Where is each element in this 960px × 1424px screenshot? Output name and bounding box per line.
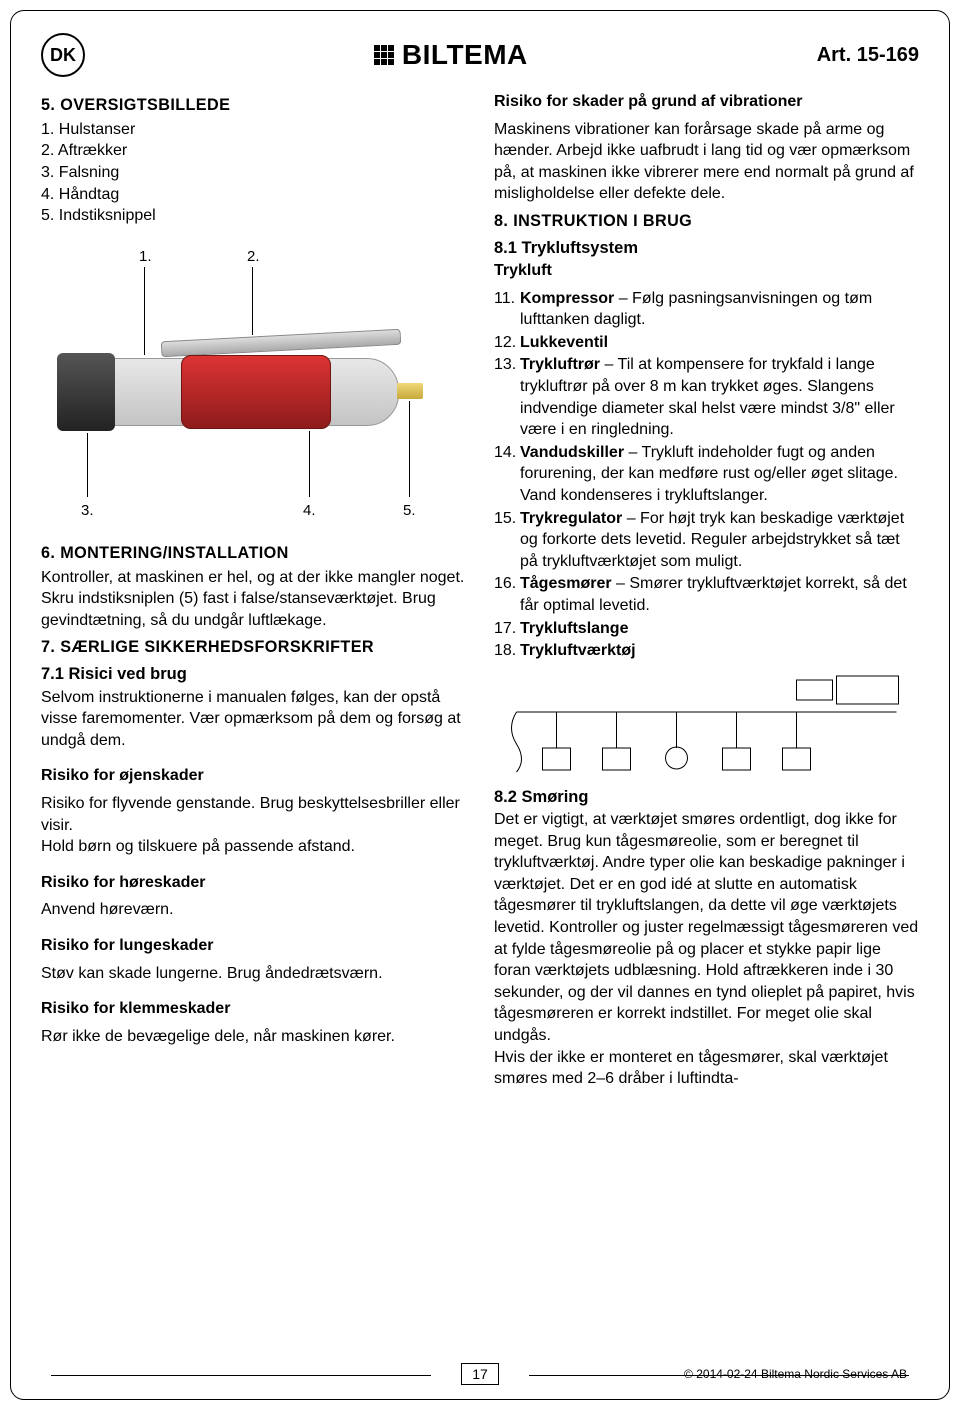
section-8-title: 8. INSTRUKTION I BRUG [494,211,919,233]
item-num: 17. [494,618,520,640]
list-item: 2. Aftrækker [41,140,466,162]
product-figure: 1. 2. 3. 4. 5. [41,243,466,533]
item-num: 11. [494,288,520,331]
section-6-body: Kontroller, at maskinen er hel, og at de… [41,567,466,632]
copyright: © 2014-02-24 Biltema Nordic Services AB [684,1367,907,1381]
footer-rule [51,1375,431,1376]
callout-line [252,267,253,335]
country-badge: DK [41,33,85,77]
callout-line [87,433,88,497]
item-num: 16. [494,573,520,616]
brand-logo: BILTEMA [374,39,528,71]
page-number: 17 [461,1363,499,1385]
brand-text: BILTEMA [402,39,528,71]
list-item: 12.Lukkeventil [494,332,919,354]
diagram-svg [494,668,919,778]
eye-risk-body: Risiko for flyvende genstande. Brug besk… [41,793,466,858]
page-footer: 17 © 2014-02-24 Biltema Nordic Services … [11,1363,949,1385]
tool-lever [161,329,402,358]
section-7-title: 7. SÆRLIGE SIKKERHEDSFORSKRIFTER [41,637,466,659]
page-frame: DK BILTEMA Art. 15-169 5. OVERSIGTSBILLE… [10,10,950,1400]
callout-line [309,431,310,497]
content-columns: 5. OVERSIGTSBILLEDE 1. Hulstanser 2. Aft… [41,91,919,1096]
vib-risk-body: Maskinens vibrationer kan forårsage skad… [494,119,919,205]
list-item: 15.Trykregulator – For højt tryk kan bes… [494,508,919,573]
article-number: Art. 15-169 [817,44,919,67]
section-8-2-title: 8.2 Smøring [494,786,919,808]
list-item: 14.Vandudskiller – Trykluft indeholder f… [494,442,919,507]
callout-line [144,267,145,355]
list-item: 16.Tågesmører – Smører trykluftværktøjet… [494,573,919,616]
list-item: 4. Håndtag [41,184,466,206]
header: DK BILTEMA Art. 15-169 [41,33,919,77]
list-item: 1. Hulstanser [41,119,466,141]
trykluft-list: 11.Kompressor – Følg pasningsanvisningen… [494,288,919,662]
list-item: 18.Trykluftværktøj [494,640,919,662]
lung-risk-title: Risiko for lungeskader [41,937,214,954]
callout-2: 2. [247,247,260,267]
list-item: 13.Trykluftrør – Til at kompensere for t… [494,354,919,440]
item-lead: Trykluftværktøj [520,642,636,659]
item-lead: Tågesmører [520,575,612,592]
ear-risk-title: Risiko for høreskader [41,874,206,891]
pinch-risk-body: Rør ikke de bevægelige dele, når maskine… [41,1026,466,1048]
callout-3: 3. [81,501,94,521]
callout-4: 4. [303,501,316,521]
section-5-list: 1. Hulstanser 2. Aftrækker 3. Falsning 4… [41,119,466,227]
section-8-2-body: Det er vigtigt, at værktøjet smøres orde… [494,809,919,1090]
right-column: Risiko for skader på grund af vibratione… [494,91,919,1096]
callout-1: 1. [139,247,152,267]
item-num: 18. [494,640,520,662]
callout-line [409,401,410,497]
tool-nipple [397,383,423,399]
tool-grip [181,355,331,429]
section-6-title: 6. MONTERING/INSTALLATION [41,543,466,565]
ear-risk-body: Anvend høreværn. [41,899,466,921]
item-num: 14. [494,442,520,507]
item-num: 15. [494,508,520,573]
section-7-1-body: Selvom instruktionerne i manualen følges… [41,687,466,752]
section-5-title: 5. OVERSIGTSBILLEDE [41,95,466,117]
left-column: 5. OVERSIGTSBILLEDE 1. Hulstanser 2. Aft… [41,91,466,1096]
item-lead: Trykluftslange [520,620,628,637]
list-item: 11.Kompressor – Følg pasningsanvisningen… [494,288,919,331]
pinch-risk-title: Risiko for klemmeskader [41,1000,230,1017]
eye-risk-title: Risiko for øjenskader [41,767,204,784]
list-item: 3. Falsning [41,162,466,184]
item-lead: Kompressor [520,290,614,307]
item-num: 12. [494,332,520,354]
item-lead: Trykluftrør [520,356,600,373]
item-lead: Vandudskiller [520,444,624,461]
lung-risk-body: Støv kan skade lungerne. Brug åndedrætsv… [41,963,466,985]
list-item: 17.Trykluftslange [494,618,919,640]
item-lead: Lukkeventil [520,334,608,351]
section-7-1-title: 7.1 Risici ved brug [41,663,466,685]
air-system-diagram [494,668,919,778]
callout-5: 5. [403,501,416,521]
item-lead: Trykregulator [520,510,622,527]
section-8-1-title: 8.1 Trykluftsystem [494,237,919,259]
logo-checker-icon [374,45,394,65]
trykluft-label: Trykluft [494,260,919,282]
tool-head [57,353,115,431]
vib-risk-title: Risiko for skader på grund af vibratione… [494,93,803,110]
item-num: 13. [494,354,520,440]
list-item: 5. Indstiksnippel [41,205,466,227]
